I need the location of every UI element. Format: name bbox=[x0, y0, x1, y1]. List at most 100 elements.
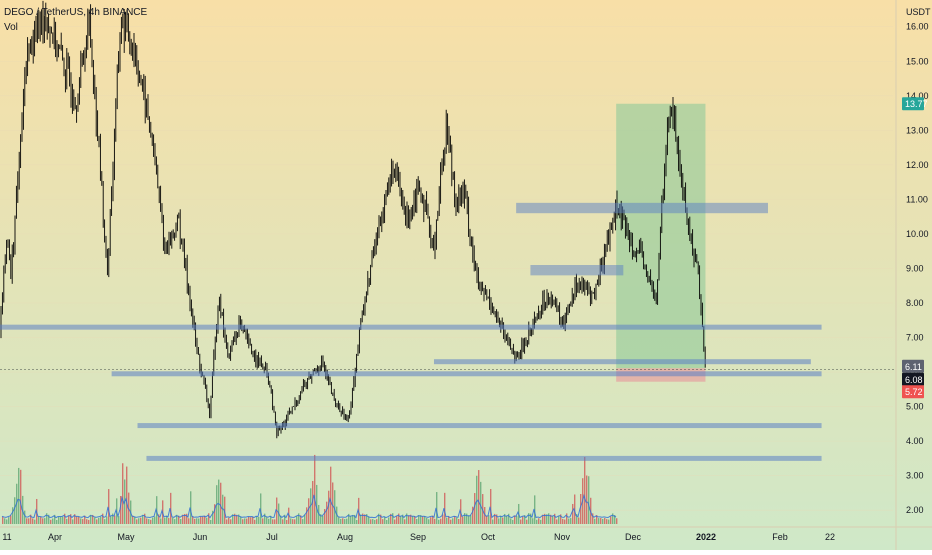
volume-bar bbox=[490, 488, 492, 524]
volume-bar bbox=[404, 519, 406, 524]
volume-bar bbox=[428, 519, 430, 524]
volume-bar bbox=[308, 498, 310, 524]
volume-bar bbox=[324, 508, 326, 524]
volume-bar bbox=[138, 518, 140, 524]
price-badge-target bbox=[902, 97, 924, 111]
volume-bar bbox=[40, 516, 42, 524]
volume-bar bbox=[80, 518, 82, 524]
volume-bar bbox=[48, 514, 50, 524]
volume-bar bbox=[350, 515, 352, 524]
volume-bar bbox=[496, 514, 498, 524]
volume-bar bbox=[198, 518, 200, 524]
volume-bar bbox=[608, 519, 610, 524]
volume-bar bbox=[64, 513, 66, 524]
volume-bar bbox=[338, 517, 340, 524]
volume-bar bbox=[486, 515, 488, 524]
volume-bar bbox=[366, 514, 368, 524]
volume-bar bbox=[140, 517, 142, 524]
volume-bar bbox=[104, 519, 106, 524]
volume-bar bbox=[202, 516, 204, 524]
price-tick-label: 9.00 bbox=[906, 263, 924, 273]
price-tick-label: 16.00 bbox=[906, 22, 929, 32]
volume-bar bbox=[448, 516, 450, 524]
volume-bar bbox=[296, 516, 298, 524]
volume-bar bbox=[212, 510, 214, 524]
volume-bar bbox=[586, 475, 588, 524]
volume-bar bbox=[112, 513, 114, 524]
volume-bar bbox=[538, 518, 540, 524]
volume-bar bbox=[228, 517, 230, 524]
volume-bar bbox=[8, 517, 10, 524]
volume-bar bbox=[524, 515, 526, 524]
time-tick-label: May bbox=[117, 532, 135, 542]
volume-bar bbox=[542, 514, 544, 524]
volume-bar bbox=[574, 494, 576, 524]
price-axis[interactable]: USDT 16.00 15.00 14.00 13.00 12.00 11.00 10.00 9… bbox=[895, 0, 931, 550]
volume-bar bbox=[566, 513, 568, 524]
volume-bar bbox=[214, 504, 216, 524]
volume-bar bbox=[34, 519, 36, 524]
volume-bar bbox=[260, 493, 262, 524]
price-badge-current bbox=[902, 372, 924, 386]
volume-bar bbox=[340, 518, 342, 524]
volume-bar bbox=[240, 516, 242, 524]
volume-bar bbox=[580, 494, 582, 524]
volume-bar bbox=[268, 518, 270, 524]
volume-bar bbox=[220, 482, 222, 524]
time-tick-label: Dec bbox=[625, 532, 642, 542]
volume-bar bbox=[108, 489, 110, 524]
volume-bar bbox=[38, 516, 40, 524]
volume-bar bbox=[596, 515, 598, 524]
volume-bar bbox=[374, 519, 376, 524]
volume-bar bbox=[438, 519, 440, 524]
volume-bar bbox=[192, 516, 194, 524]
volume-bar bbox=[400, 516, 402, 524]
price-tick-label: 11.00 bbox=[906, 194, 928, 204]
volume-bar bbox=[72, 519, 74, 524]
volume-bar bbox=[20, 469, 22, 524]
volume-bar bbox=[558, 515, 560, 524]
volume-bar bbox=[344, 519, 346, 524]
volume-bar bbox=[62, 516, 64, 524]
time-axis[interactable]: 11 Apr May Jun Jul Aug Sep Oct Nov Dec 2022 Feb 22 bbox=[0, 526, 932, 542]
volume-bar bbox=[334, 490, 336, 524]
volume-bar bbox=[272, 519, 274, 524]
time-tick-label: Aug bbox=[337, 532, 353, 542]
volume-bar bbox=[290, 518, 292, 524]
volume-bar bbox=[30, 514, 32, 524]
volume-bar bbox=[442, 514, 444, 524]
volume-bar bbox=[232, 514, 234, 524]
volume-bar bbox=[572, 503, 574, 524]
volume-bar bbox=[446, 517, 448, 524]
volume-bar bbox=[382, 519, 384, 524]
volume-bar bbox=[356, 519, 358, 524]
volume-bar bbox=[282, 519, 284, 524]
volume-bar bbox=[508, 513, 510, 524]
volume-bar bbox=[256, 516, 258, 524]
volume-bar bbox=[462, 516, 464, 524]
volume-bar bbox=[434, 518, 436, 524]
volume-bar bbox=[206, 517, 208, 524]
volume-bar bbox=[474, 493, 476, 524]
volume-bar bbox=[416, 519, 418, 524]
time-tick-label: Jul bbox=[266, 532, 278, 542]
volume-bar bbox=[66, 518, 68, 524]
volume-bar bbox=[494, 513, 496, 524]
volume-bar bbox=[600, 518, 602, 524]
price-tick-label: 12.00 bbox=[906, 160, 929, 170]
volume-bar bbox=[414, 516, 416, 524]
volume-bar bbox=[498, 518, 500, 524]
volume-bar bbox=[98, 517, 100, 524]
volume-bar bbox=[472, 506, 474, 524]
volume-bar bbox=[602, 518, 604, 524]
time-tick-label: Feb bbox=[772, 532, 788, 542]
price-tick-label: 8.00 bbox=[906, 298, 924, 308]
volume-bar bbox=[142, 514, 144, 524]
volume-bar bbox=[106, 516, 108, 524]
volume-bar bbox=[560, 514, 562, 524]
volume-bar bbox=[612, 513, 614, 524]
volume-bar bbox=[82, 519, 84, 524]
volume-bar bbox=[436, 492, 438, 524]
